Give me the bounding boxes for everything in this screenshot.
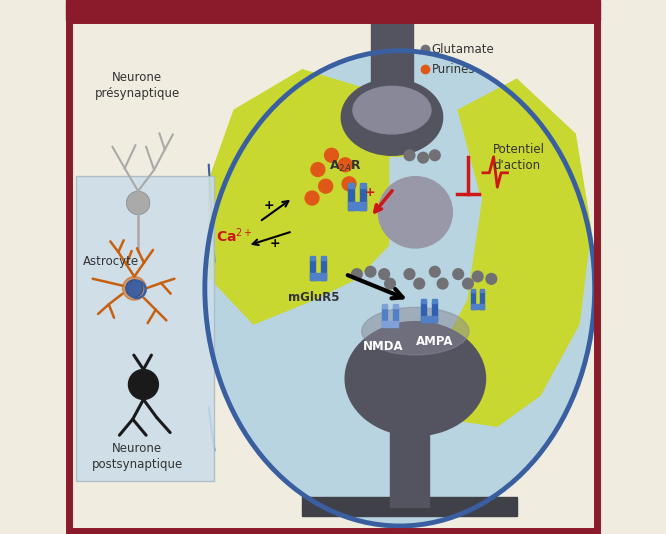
Bar [310, 258, 315, 280]
Ellipse shape [378, 177, 452, 248]
Circle shape [404, 150, 415, 161]
Circle shape [418, 152, 428, 163]
Bar [320, 256, 326, 260]
Circle shape [338, 158, 352, 172]
Circle shape [453, 269, 464, 279]
Ellipse shape [341, 79, 443, 155]
Text: mGluR5: mGluR5 [288, 290, 340, 304]
Bar [422, 299, 426, 303]
Circle shape [472, 271, 483, 282]
Circle shape [430, 150, 440, 161]
FancyBboxPatch shape [76, 176, 214, 481]
Bar [432, 302, 437, 323]
Bar [392, 304, 398, 308]
Circle shape [365, 266, 376, 277]
Ellipse shape [362, 308, 469, 355]
Bar [302, 498, 517, 516]
Text: Potentiel
d'action: Potentiel d'action [494, 143, 545, 172]
Polygon shape [361, 158, 482, 305]
Bar [471, 289, 476, 293]
Circle shape [123, 277, 146, 300]
Circle shape [305, 191, 319, 205]
Polygon shape [429, 79, 591, 426]
Circle shape [414, 278, 425, 289]
Ellipse shape [205, 51, 595, 526]
Circle shape [127, 191, 150, 215]
Text: +: + [264, 199, 274, 211]
Circle shape [324, 148, 338, 162]
Text: A$_{2A}$R: A$_{2A}$R [329, 159, 362, 174]
Circle shape [319, 179, 332, 193]
Bar [471, 291, 476, 309]
Text: Ca$^{2+}$: Ca$^{2+}$ [216, 227, 252, 246]
Circle shape [486, 273, 497, 284]
Bar [310, 273, 326, 280]
Bar [480, 291, 484, 309]
Circle shape [385, 278, 396, 289]
Ellipse shape [345, 321, 486, 436]
Bar [382, 304, 388, 308]
Circle shape [352, 269, 362, 279]
Bar [348, 202, 366, 210]
Ellipse shape [353, 87, 431, 134]
Text: +: + [270, 237, 280, 250]
Text: Glutamate: Glutamate [432, 43, 495, 56]
Circle shape [126, 280, 143, 297]
Bar [370, 0, 414, 93]
Text: +: + [365, 186, 376, 199]
Text: Astrocyte: Astrocyte [83, 255, 139, 268]
Bar [432, 299, 437, 303]
Text: AMPA: AMPA [416, 335, 453, 348]
Bar [382, 321, 398, 327]
Bar [471, 304, 484, 309]
Bar [422, 316, 437, 323]
Bar [66, 0, 600, 20]
Bar [360, 183, 366, 188]
Bar [422, 302, 426, 323]
Circle shape [463, 278, 474, 289]
Bar [382, 307, 388, 327]
Circle shape [342, 177, 356, 191]
Bar [392, 307, 398, 327]
Bar [390, 376, 429, 507]
Bar [480, 289, 484, 293]
Circle shape [311, 162, 325, 177]
Circle shape [430, 266, 440, 277]
Bar [360, 186, 366, 210]
Text: Neurone
postsynaptique: Neurone postsynaptique [91, 442, 182, 471]
Text: Neurone
présynaptique: Neurone présynaptique [95, 71, 180, 100]
Bar [348, 183, 354, 188]
Bar [310, 256, 315, 260]
Circle shape [404, 269, 415, 279]
Text: Purines: Purines [432, 63, 476, 76]
Circle shape [129, 370, 159, 399]
Polygon shape [208, 70, 410, 324]
Circle shape [379, 269, 390, 279]
Bar [320, 258, 326, 280]
Circle shape [438, 278, 448, 289]
Text: NMDA: NMDA [363, 340, 404, 353]
Bar [348, 186, 354, 210]
